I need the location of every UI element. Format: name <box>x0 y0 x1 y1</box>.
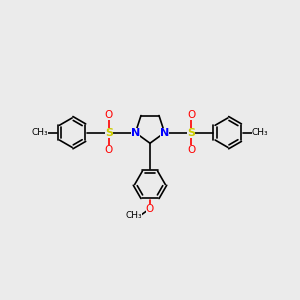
Text: CH₃: CH₃ <box>32 128 48 137</box>
Text: O: O <box>105 110 113 120</box>
Text: CH₃: CH₃ <box>125 212 142 220</box>
Text: CH₃: CH₃ <box>252 128 268 137</box>
Text: O: O <box>187 145 195 155</box>
Text: S: S <box>187 128 195 138</box>
Text: O: O <box>187 110 195 120</box>
Text: O: O <box>105 145 113 155</box>
Text: N: N <box>160 128 169 138</box>
Text: N: N <box>131 128 140 138</box>
Text: S: S <box>105 128 113 138</box>
Text: O: O <box>146 204 154 214</box>
